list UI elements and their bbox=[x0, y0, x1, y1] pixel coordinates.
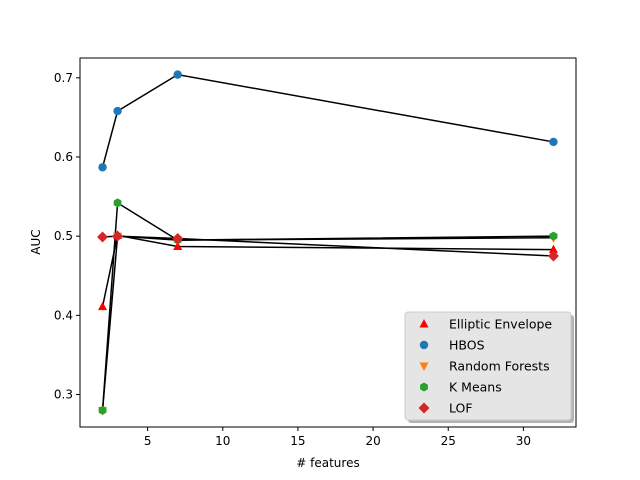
legend-label-2: Random Forests bbox=[449, 359, 550, 374]
legend-label-0: Elliptic Envelope bbox=[449, 317, 552, 332]
legend-label-3: K Means bbox=[449, 380, 502, 395]
series-3-point-3 bbox=[549, 231, 558, 241]
x-axis-label: # features bbox=[296, 456, 359, 470]
y-tick-label-3: 0.6 bbox=[54, 150, 73, 164]
y-tick-label-4: 0.7 bbox=[54, 71, 73, 85]
legend-marker-2 bbox=[419, 362, 429, 371]
series-1-point-0 bbox=[98, 163, 107, 172]
series-4-point-0 bbox=[97, 231, 109, 243]
series-line-3 bbox=[101, 201, 554, 411]
series-1-point-1 bbox=[113, 106, 122, 116]
legend-box bbox=[404, 311, 572, 421]
x-tick-label-0: 5 bbox=[144, 434, 152, 448]
series-3-point-0 bbox=[98, 405, 107, 415]
y-axis-label: AUC bbox=[29, 229, 43, 254]
y-tick-label-0: 0.3 bbox=[54, 388, 73, 402]
series-4-point-3 bbox=[547, 250, 559, 262]
series-1-point-3 bbox=[549, 137, 558, 147]
series-0-point-2 bbox=[173, 241, 183, 250]
series-line-4 bbox=[102, 235, 554, 257]
series-4-point-1 bbox=[112, 230, 124, 242]
series-line-1 bbox=[101, 73, 554, 168]
series-0-point-0 bbox=[98, 301, 108, 311]
legend-label-4: LOF bbox=[449, 401, 473, 416]
y-tick-label-1: 0.4 bbox=[54, 308, 73, 322]
legend-marker-4 bbox=[418, 402, 430, 414]
legend-label-1: HBOS bbox=[449, 338, 485, 353]
legend: Elliptic Envelope HBOS Random Forests K Mea… bbox=[404, 311, 574, 423]
x-tick-label-5: 30 bbox=[516, 434, 531, 448]
legend-marker-1 bbox=[419, 340, 429, 350]
series-3-point-1 bbox=[113, 198, 122, 208]
axes-frame bbox=[79, 57, 577, 428]
legend-marker-0 bbox=[419, 319, 429, 328]
y-tick-label-2: 0.5 bbox=[54, 229, 73, 243]
plot-area: 5 10 15 20 25 30 0.3 0.4 0.5 0.6 0.7 bbox=[54, 57, 577, 448]
legend-marker-3 bbox=[420, 382, 428, 392]
series-1-point-2 bbox=[173, 70, 182, 79]
x-tick-label-4: 25 bbox=[441, 434, 456, 448]
series-line-0 bbox=[101, 234, 554, 307]
x-tick-label-1: 10 bbox=[215, 434, 230, 448]
series-line-2 bbox=[101, 235, 554, 411]
x-tick-label-3: 20 bbox=[365, 434, 380, 448]
x-tick-label-2: 15 bbox=[290, 434, 305, 448]
series-0-point-3 bbox=[548, 244, 558, 254]
series-4-point-2 bbox=[172, 233, 184, 245]
